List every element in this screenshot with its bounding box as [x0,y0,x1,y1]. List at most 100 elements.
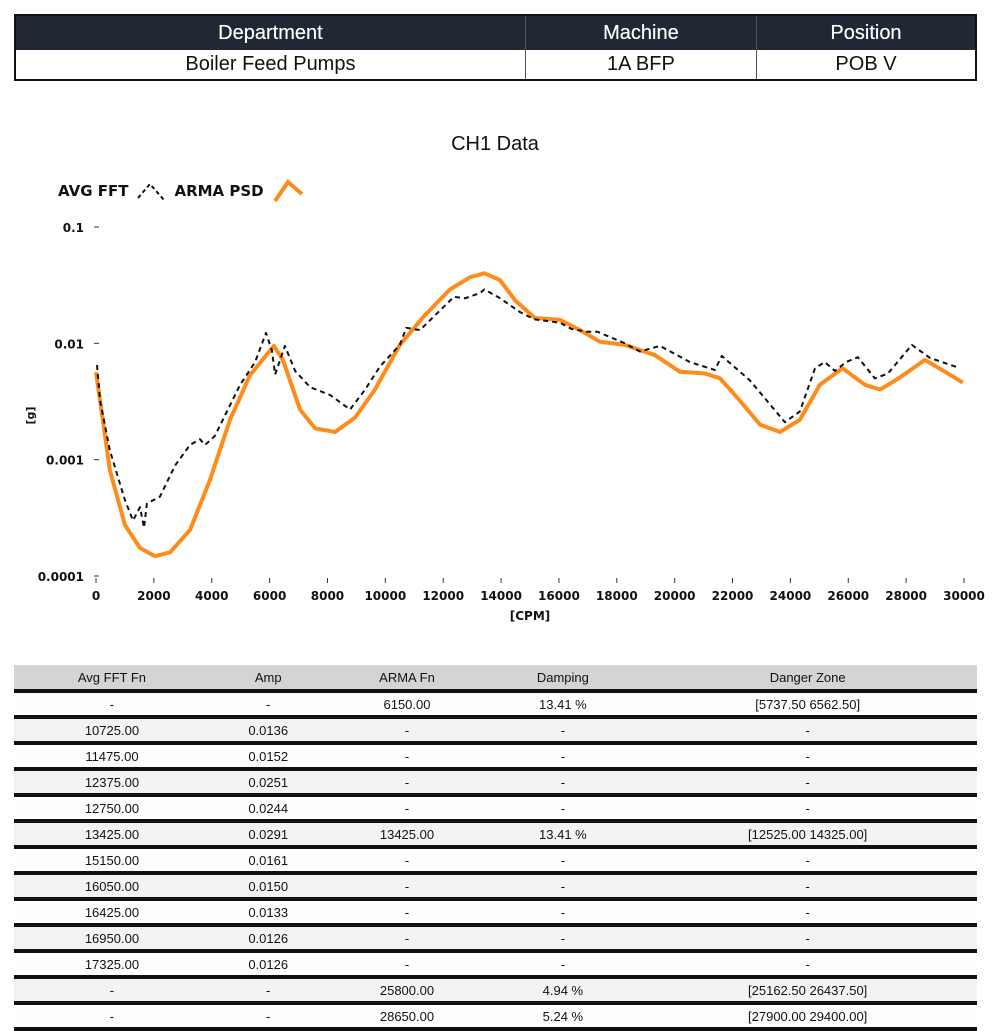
chart-title: CH1 Data [451,133,539,155]
table-cell: 25800.00 [326,977,488,1005]
y-axis-label: [g] [24,407,37,425]
table-cell: 0.0133 [209,899,327,927]
table-cell: - [487,951,639,979]
table-cell: - [638,951,977,979]
table-row: 16425.00 0.0133- - - [14,899,977,927]
table-cell: - [326,873,488,901]
table-cell: - [209,977,327,1005]
table-cell: 0.0126 [209,951,327,979]
x-axis-label: [CPM] [510,609,551,623]
x-tick-label: 26000 [827,589,869,603]
table-cell: - [326,847,488,875]
y-tick-label: 0.01 [54,337,84,351]
table-cell: 15150.00 [14,847,210,875]
table-cell: 12750.00 [14,795,210,823]
table-cell: - [638,899,977,927]
table-row: 16050.00 0.0150- - - [14,873,977,901]
table-cell: - [326,795,488,823]
table-cell: 11475.00 [14,743,210,771]
table-cell: 13.41 % [487,821,639,849]
table-cell: - [487,899,639,927]
table-row: 10725.00 0.0136- - - [14,717,977,745]
header-department: Department [15,15,526,50]
x-tick-label: 24000 [770,589,812,603]
table-row: 11475.00 0.0152- - - [14,743,977,771]
table-cell: - [487,873,639,901]
table-cell: - [638,717,977,745]
legend-label-avg-fft: AVG FFT [58,182,129,200]
x-tick-label: 16000 [538,589,580,603]
table-cell: 0.0152 [209,743,327,771]
table-cell: - [209,1003,327,1031]
x-tick-label: 30000 [943,589,985,603]
table-cell: - [326,899,488,927]
x-tick-label: 6000 [253,589,286,603]
value-department: Boiler Feed Pumps [15,50,526,80]
table-cell: 6150.00 [326,691,488,719]
table-cell: - [487,717,639,745]
table-cell: - [487,925,639,953]
column-header: Damping [487,665,639,693]
table-cell: 12375.00 [14,769,210,797]
table-cell: - [14,977,210,1005]
table-cell: - [326,717,488,745]
value-position: POB V [756,50,977,80]
table-cell: [25162.50 26437.50] [638,977,977,1005]
y-tick-label: 0.0001 [38,570,84,584]
table-cell: - [14,1003,210,1031]
table-cell: 10725.00 [14,717,210,745]
table-cell: - [638,873,977,901]
table-cell: - [638,769,977,797]
table-row: 12750.00 0.0244- - - [14,795,977,823]
table-row: 13425.00 0.0291 13425.00 13.41 % [12525.00 1… [14,821,977,849]
x-tick-label: 28000 [885,589,927,603]
x-tick-label: 20000 [654,589,696,603]
table-cell: 0.0244 [209,795,327,823]
x-tick-label: 12000 [422,589,464,603]
y-tick-label: 0.1 [63,221,84,235]
table-cell: 0.0126 [209,925,327,953]
column-header: Avg FFT Fn [14,665,210,693]
table-cell: 13425.00 [14,821,210,849]
table-cell: [5737.50 6562.50] [638,691,977,719]
x-tick-label: 8000 [311,589,344,603]
table-cell: - [487,847,639,875]
table-cell: - [487,743,639,771]
column-header: Amp [209,665,327,693]
table-cell: 5.24 % [487,1003,639,1031]
table-row: - -28650.00 5.24 % [27900.00 29400.00] [14,1003,977,1031]
table-cell: 0.0251 [209,769,327,797]
table-cell: - [14,691,210,719]
legend-dashed-line-icon [137,182,166,201]
x-tick-label: 22000 [712,589,754,603]
table-row: 12375.00 0.0251- - - [14,769,977,797]
chart-legend: AVG FFT ARMA PSD [58,178,314,204]
table-cell: 0.0136 [209,717,327,745]
column-header: ARMA Fn [326,665,488,693]
machine-info-table: Department Machine Position Boiler Feed … [14,14,977,81]
table-row: 17325.00 0.0126- - - [14,951,977,979]
legend-orange-line-icon [272,179,303,203]
table-cell: - [326,769,488,797]
table-cell: - [326,925,488,953]
table-cell: 0.0161 [209,847,327,875]
table-cell: 17325.00 [14,951,210,979]
table-cell: 16050.00 [14,873,210,901]
results-table: Avg FFT Fn Amp ARMA Fn Damping Danger Zone -… [14,665,977,1031]
header-machine: Machine [525,15,757,50]
table-cell: 0.0291 [209,821,327,849]
table-cell: - [326,743,488,771]
table-cell: 13425.00 [326,821,488,849]
table-cell: [27900.00 29400.00] [638,1003,977,1031]
table-cell: - [638,925,977,953]
header-position: Position [756,15,977,50]
table-cell: 28650.00 [326,1003,488,1031]
table-cell: 13.41 % [487,691,639,719]
x-tick-label: 2000 [137,589,170,603]
table-cell: 0.0150 [209,873,327,901]
legend-label-arma-psd: ARMA PSD [174,182,264,200]
table-cell: [12525.00 14325.00] [638,821,977,849]
x-tick-label: 14000 [480,589,522,603]
table-cell: - [638,795,977,823]
table-cell: - [209,691,327,719]
